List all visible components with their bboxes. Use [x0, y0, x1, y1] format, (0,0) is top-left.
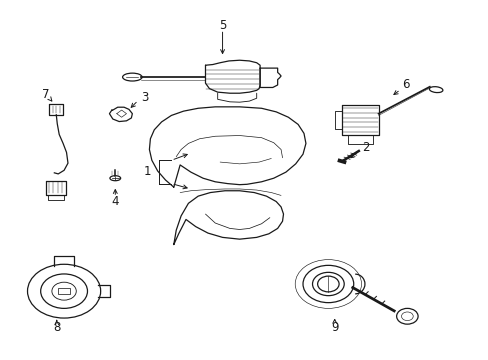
Bar [58, 288, 70, 294]
Text: 6: 6 [401, 78, 408, 91]
Text: 3: 3 [141, 91, 148, 104]
Text: 7: 7 [41, 88, 49, 101]
Text: 2: 2 [361, 140, 368, 153]
Text: 9: 9 [330, 321, 338, 334]
Text: 8: 8 [53, 321, 61, 334]
Text: 4: 4 [111, 195, 119, 208]
Text: 1: 1 [143, 165, 150, 177]
Text: 5: 5 [219, 19, 226, 32]
